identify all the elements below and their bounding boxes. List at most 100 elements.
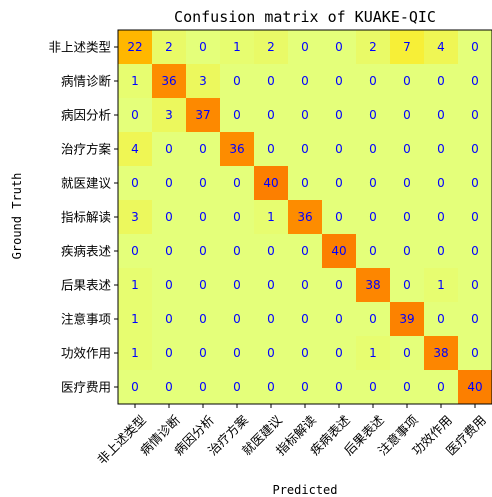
- cell-value-label: 0: [369, 108, 377, 122]
- y-tick-label: 功效作用: [61, 346, 111, 361]
- heatmap-cell: [424, 98, 459, 133]
- heatmap-cell: [288, 302, 323, 337]
- heatmap-cell: [424, 64, 459, 99]
- heatmap-cell: [288, 64, 323, 99]
- heatmap-cell: [390, 200, 425, 235]
- cell-value-label: 0: [403, 176, 411, 190]
- cell-value-label: 0: [233, 312, 241, 326]
- cell-value-label: 0: [233, 108, 241, 122]
- heatmap-cell: [288, 98, 323, 133]
- cell-value-label: 0: [233, 74, 241, 88]
- cell-value-label: 0: [165, 244, 173, 258]
- heatmap-cell: [424, 234, 459, 269]
- heatmap-cell: [322, 370, 357, 405]
- cell-value-label: 0: [471, 278, 479, 292]
- heatmap-cell: [458, 166, 492, 201]
- heatmap-cell: [322, 302, 357, 337]
- heatmap-cell: [390, 268, 425, 303]
- cell-value-label: 0: [301, 108, 309, 122]
- cell-value-label: 0: [369, 74, 377, 88]
- heatmap-cell-values: 22 2 0 1 2 0 0 2 7 4 01 36 3 0 0 0 0 0 0 0 00 3 37 0 0 0 0 0 0 0 04 0 0 3…: [127, 40, 482, 394]
- heatmap-cell: [254, 200, 289, 235]
- cell-value-label: 1: [369, 346, 377, 360]
- cell-value-label: 0: [301, 40, 309, 54]
- cell-value-label: 0: [131, 244, 139, 258]
- y-tick-label: 非上述类型: [48, 40, 111, 55]
- heatmap-cell: [424, 30, 459, 65]
- heatmap-cell: [152, 234, 187, 269]
- heatmap-cell: [424, 166, 459, 201]
- cell-value-label: 0: [233, 244, 241, 258]
- cell-value-label: 2: [369, 40, 377, 54]
- cell-value-label: 0: [131, 176, 139, 190]
- cell-value-label: 0: [199, 176, 207, 190]
- cell-value-label: 0: [437, 380, 445, 394]
- cell-value-label: 4: [131, 142, 139, 156]
- cell-value-label: 0: [403, 346, 411, 360]
- cell-value-label: 0: [267, 312, 275, 326]
- heatmap-cell: [424, 370, 459, 405]
- y-tick-label: 病情诊断: [61, 74, 111, 89]
- cell-value-label: 0: [267, 380, 275, 394]
- heatmap-cell: [152, 302, 187, 337]
- cell-value-label: 0: [165, 312, 173, 326]
- cell-value-label: 0: [165, 346, 173, 360]
- cell-value-label: 38: [365, 278, 380, 292]
- cell-value-label: 1: [131, 74, 139, 88]
- heatmap-cell: [322, 234, 357, 269]
- cell-value-label: 0: [267, 278, 275, 292]
- cell-value-label: 0: [403, 244, 411, 258]
- y-tick-label: 后果表述: [61, 278, 112, 293]
- heatmap-cell: [152, 166, 187, 201]
- heatmap-cell: [186, 200, 221, 235]
- cell-value-label: 0: [301, 244, 309, 258]
- heatmap-cell: [356, 64, 391, 99]
- heatmap-cell: [118, 268, 153, 303]
- cell-value-label: 0: [471, 74, 479, 88]
- cell-value-label: 0: [369, 210, 377, 224]
- cell-value-label: 0: [267, 346, 275, 360]
- heatmap-cell: [322, 268, 357, 303]
- heatmap-cell: [254, 98, 289, 133]
- cell-value-label: 3: [131, 210, 139, 224]
- heatmap-cell: [152, 336, 187, 371]
- heatmap-cell: [288, 132, 323, 167]
- y-tick-label: 病因分析: [61, 108, 111, 123]
- heatmap-cell: [390, 336, 425, 371]
- cell-value-label: 0: [301, 346, 309, 360]
- heatmap-cell: [288, 166, 323, 201]
- cell-value-label: 0: [369, 380, 377, 394]
- cell-value-label: 0: [199, 40, 207, 54]
- y-tick-label: 医疗费用: [61, 380, 111, 395]
- cell-value-label: 0: [335, 278, 343, 292]
- cell-value-label: 0: [335, 210, 343, 224]
- heatmap-cell: [118, 302, 153, 337]
- heatmap-cell: [186, 64, 221, 99]
- cell-value-label: 0: [335, 142, 343, 156]
- y-tick-label: 就医建议: [61, 176, 112, 191]
- cell-value-label: 1: [131, 346, 139, 360]
- cell-value-label: 0: [403, 278, 411, 292]
- x-axis-ticks: 非上述类型病情诊断病因分析治疗方案就医建议指标解读疾病表述后果表述注意事项功效作…: [94, 404, 489, 467]
- heatmap-cell: [288, 234, 323, 269]
- cell-value-label: 7: [403, 40, 411, 54]
- cell-value-label: 0: [403, 142, 411, 156]
- heatmap-cell: [118, 200, 153, 235]
- y-axis-ticks: 非上述类型病情诊断病因分析治疗方案就医建议指标解读疾病表述后果表述注意事项功效作…: [48, 40, 118, 395]
- heatmap-cell: [424, 132, 459, 167]
- heatmap-cell: [118, 30, 153, 65]
- heatmap-cell: [288, 268, 323, 303]
- heatmap-cell: [390, 370, 425, 405]
- heatmap-cell: [152, 132, 187, 167]
- heatmap-cell: [220, 302, 255, 337]
- cell-value-label: 0: [335, 176, 343, 190]
- heatmap-cell: [254, 132, 289, 167]
- y-tick-label: 指标解读: [61, 210, 111, 225]
- cell-value-label: 0: [335, 312, 343, 326]
- cell-value-label: 0: [199, 278, 207, 292]
- heatmap-cell: [356, 234, 391, 269]
- cell-value-label: 36: [229, 142, 244, 156]
- cell-value-label: 40: [467, 380, 482, 394]
- cell-value-label: 0: [301, 278, 309, 292]
